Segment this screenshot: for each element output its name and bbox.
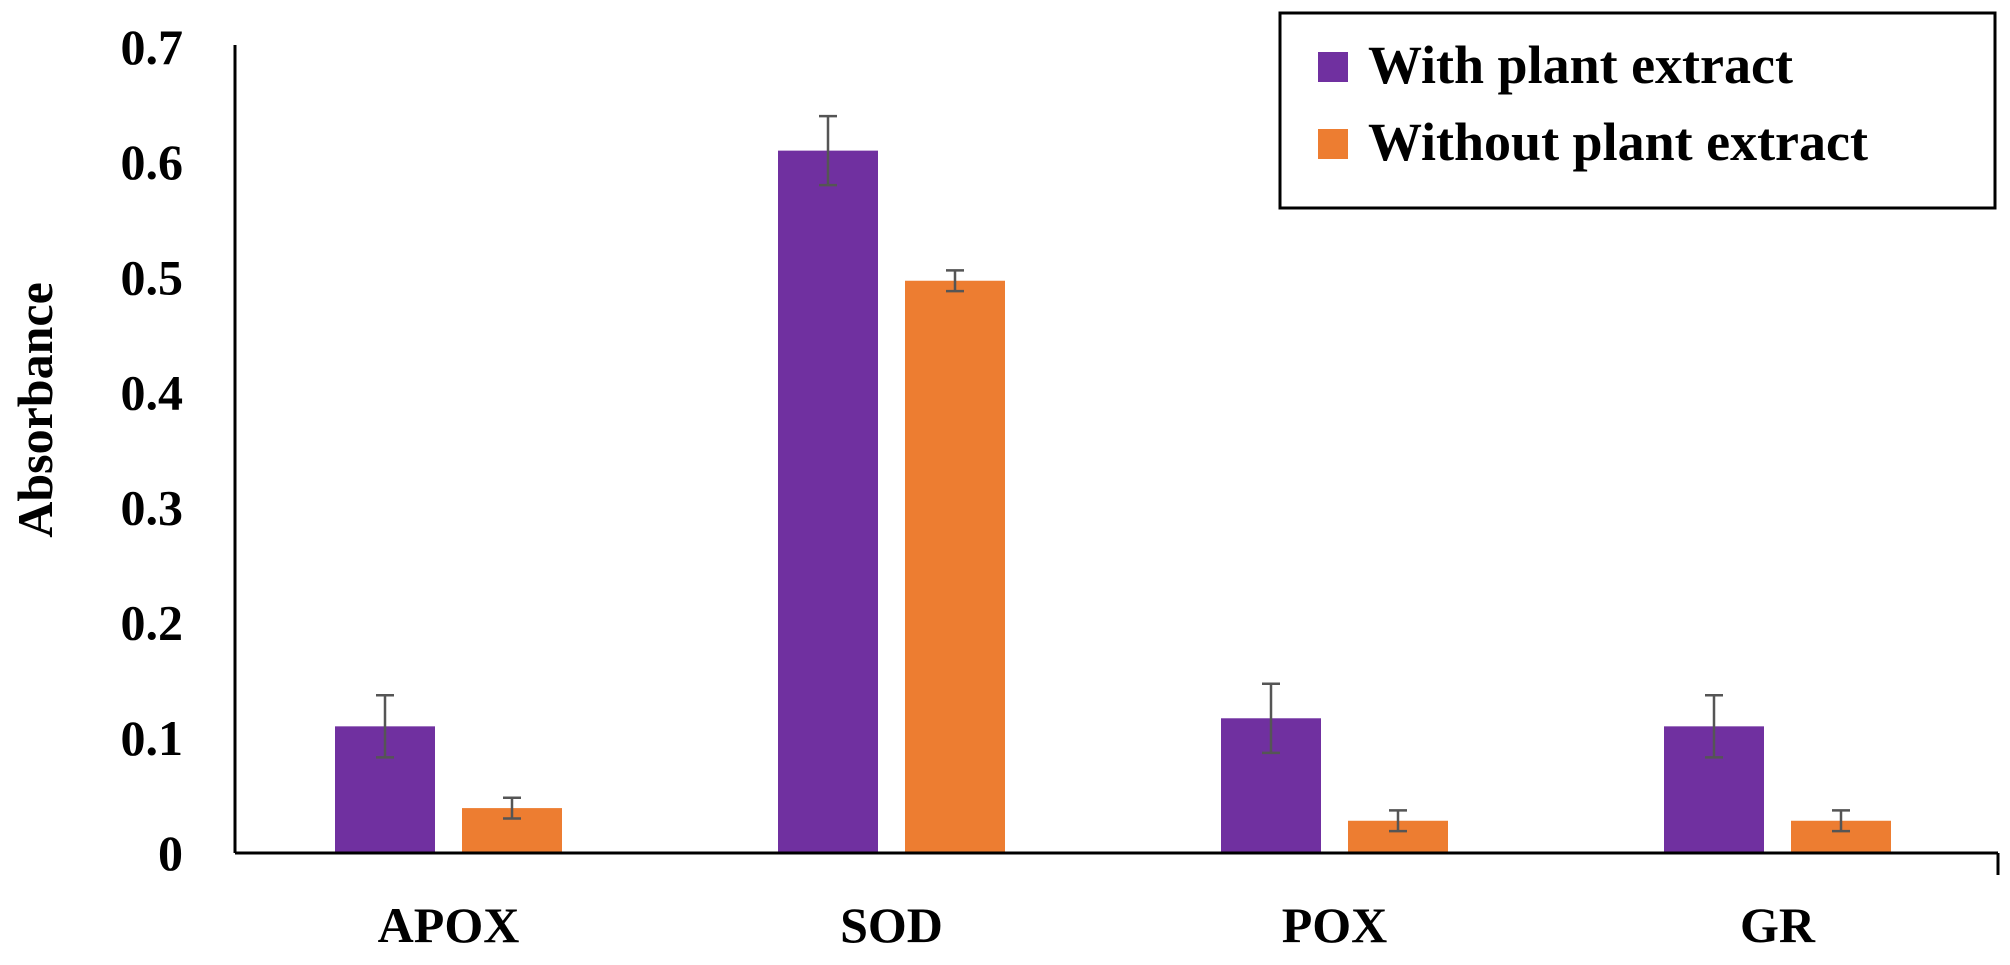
y-tick-label: 0.2 [121, 595, 184, 651]
y-tick-label: 0 [158, 825, 183, 881]
y-axis-title: Absorbance [7, 282, 63, 538]
x-tick-label-sod: SOD [840, 897, 943, 953]
legend-box [1278, 11, 1997, 210]
x-tick-label-apox: APOX [378, 897, 520, 953]
y-tick-label: 0.3 [121, 480, 184, 536]
bar-sod-series-1 [778, 150, 878, 854]
y-tick-label: 0.5 [121, 249, 184, 305]
x-tick-label-pox: POX [1282, 897, 1388, 953]
plot-area [335, 114, 1891, 854]
x-axis: APOX SOD POX GR [235, 851, 2000, 953]
x-tick-label-gr: GR [1740, 897, 1816, 953]
legend-swatch-series-2 [1318, 129, 1348, 159]
y-tick-label: 0.1 [121, 710, 184, 766]
y-tick-label: 0.7 [121, 19, 184, 75]
legend-swatch-series-1 [1318, 52, 1348, 82]
y-tick-label: 0.6 [121, 134, 184, 190]
y-axis: 0 0.1 0.2 0.3 0.4 0.5 0.6 0.7 [121, 19, 237, 881]
legend: With plant extract Without plant extract [1278, 11, 1997, 210]
y-tick-label: 0.4 [121, 364, 184, 420]
legend-label-series-2: Without plant extract [1368, 112, 1868, 172]
bar-sod-series-2 [905, 280, 1005, 853]
legend-label-series-1: With plant extract [1368, 35, 1793, 95]
